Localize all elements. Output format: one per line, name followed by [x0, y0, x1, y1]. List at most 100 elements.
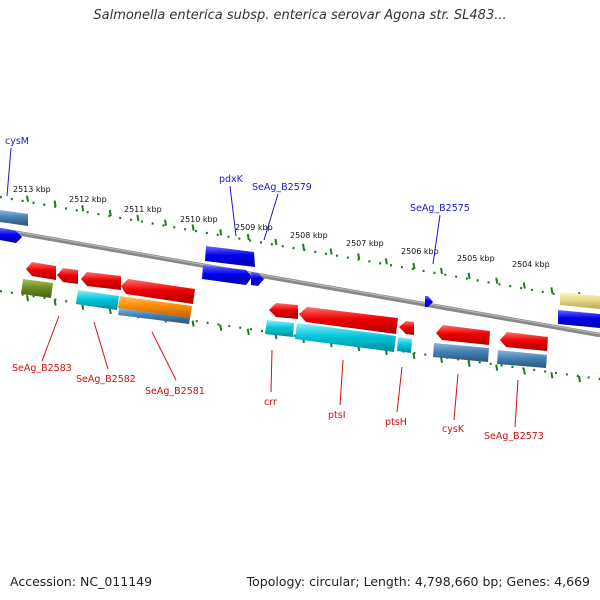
outer-scale-tick — [274, 238, 278, 246]
inner-scale-tick — [412, 352, 416, 360]
cds-reverse-cysK — [436, 325, 490, 345]
gene-label-pdxK: pdxK — [219, 174, 244, 185]
kbp-label-2511: 2511 kbp — [124, 205, 162, 214]
inner-scale-tick — [495, 364, 499, 371]
kbp-label-2504: 2504 kbp — [512, 260, 550, 269]
gene-label-ptsH: ptsH — [385, 417, 407, 428]
cds-forward-pdxK-a — [205, 246, 255, 267]
gene-label-cysK: cysK — [442, 424, 465, 435]
leader-cysM — [6, 147, 12, 197]
inner-scale-tick — [522, 368, 526, 375]
leader-SeAg_B2573 — [514, 379, 519, 428]
cds-reverse-SeAg_B2583-a — [26, 262, 56, 280]
outer-scale-tick — [384, 258, 388, 265]
outer-scale-tick — [53, 200, 57, 207]
cds-reverse-ptsH — [399, 321, 414, 335]
outer-scale-tick — [219, 229, 223, 236]
outer-scale-tick — [164, 219, 167, 226]
gene-label-SeAg_B2582: SeAg_B2582 — [76, 374, 136, 385]
outer-scale-tick — [412, 262, 416, 270]
leader-SeAg_B2581 — [151, 331, 177, 381]
outer-scale-tick — [522, 282, 526, 289]
kbp-label-2507: 2507 kbp — [346, 239, 384, 248]
cds-reverse-SeAg_B2573 — [500, 332, 548, 351]
feature-cyan-ptsI — [295, 323, 396, 352]
accession-label: Accession: NC_011149 — [10, 574, 153, 589]
inner-scale-tick — [246, 328, 250, 335]
cds-forward-SeAg_B2579 — [251, 272, 264, 286]
outer-scale-tick — [550, 287, 554, 294]
inner-scale-tick — [219, 324, 223, 331]
cds-reverse-crr — [269, 303, 298, 319]
leader-cysK — [453, 373, 459, 421]
feature-khaki-right — [560, 292, 600, 309]
gene-label-cysM: cysM — [5, 136, 29, 147]
leader-SeAg_B2582 — [93, 321, 109, 370]
inner-scale-tick — [191, 320, 195, 327]
outer-scale-tick — [108, 209, 112, 217]
kbp-label-2513: 2513 kbp — [13, 185, 51, 194]
leader-ptsH — [396, 366, 403, 413]
outer-scale-tick — [302, 243, 305, 250]
cds-reverse-SeAg_B2581 — [121, 279, 195, 304]
feature-steel-cysK — [433, 343, 489, 362]
outer-scale-tick — [467, 272, 471, 279]
outer-scale-tick — [357, 253, 361, 260]
inner-scale-tick — [467, 360, 471, 367]
map-title: Salmonella enterica subsp. enterica sero… — [93, 8, 507, 23]
inner-scale-tick — [440, 356, 443, 363]
inner-scale-tick — [26, 295, 29, 302]
genome-backbone — [0, 227, 600, 338]
outer-scale-tick — [329, 248, 333, 255]
inner-scale-tick — [53, 299, 57, 306]
inner-scale-tick — [578, 375, 581, 383]
feature-olive-SeAg_B2583 — [21, 279, 53, 298]
cds-reverse-SeAg_B2582 — [81, 272, 121, 290]
reverse-features — [21, 262, 548, 368]
outer-scale-tick — [246, 233, 250, 241]
feature-cyan-ptsH — [397, 337, 412, 353]
feature-cyan-SeAg_B2582 — [76, 290, 119, 310]
feature-cyan-crr — [265, 320, 294, 337]
leader-ptsI — [339, 359, 344, 406]
cds-reverse-SeAg_B2583-b — [57, 268, 78, 284]
gene-label-ptsI: ptsI — [328, 410, 346, 421]
kbp-label-2510: 2510 kbp — [180, 215, 218, 224]
outer-scale-tick — [495, 277, 499, 284]
kbp-label-2509: 2509 kbp — [235, 223, 273, 232]
gene-label-crr: crr — [264, 397, 277, 408]
cds-forward-right — [558, 310, 600, 328]
cds-reverse-ptsI — [299, 307, 398, 334]
inner-scale-tick — [108, 307, 112, 315]
feature-steel-SeAg_B2581 — [118, 308, 190, 324]
gene-label-SeAg_B2579: SeAg_B2579 — [252, 182, 312, 193]
leader-SeAg_B2579 — [263, 193, 279, 241]
cds-forward-pdxK-b — [202, 265, 252, 285]
gene-label-SeAg_B2583: SeAg_B2583 — [12, 363, 72, 374]
kbp-label-2508: 2508 kbp — [290, 231, 328, 240]
gene-label-SeAg_B2575: SeAg_B2575 — [410, 203, 470, 214]
leader-SeAg_B2583 — [41, 315, 60, 362]
outer-scale-tick — [191, 224, 195, 231]
leader-crr — [270, 349, 273, 393]
outer-scale-tick — [440, 267, 443, 275]
kbp-label-2506: 2506 kbp — [401, 247, 439, 256]
genome-summary: Topology: circular; Length: 4,798,660 bp… — [246, 574, 590, 589]
gene-label-SeAg_B2581: SeAg_B2581 — [145, 386, 205, 397]
outer-scale-tick — [26, 195, 29, 202]
gene-label-SeAg_B2573: SeAg_B2573 — [484, 431, 544, 442]
forward-features — [0, 210, 600, 328]
kbp-label-2505: 2505 kbp — [457, 254, 495, 263]
genome-backbone-highlight — [0, 228, 600, 335]
cds-forward-SeAg_B2575 — [425, 296, 433, 307]
cds-forward-cysM — [0, 228, 22, 243]
inner-scale-tick — [550, 372, 554, 379]
kbp-label-2512: 2512 kbp — [69, 195, 107, 204]
outer-scale-tick — [81, 205, 85, 212]
outer-scale-tick — [136, 214, 140, 222]
feature-orange-SeAg_B2581 — [118, 296, 192, 318]
feature-steel-left — [0, 210, 28, 226]
feature-steel-SeAg_B2573 — [497, 350, 547, 368]
leader-pdxK — [229, 185, 237, 237]
